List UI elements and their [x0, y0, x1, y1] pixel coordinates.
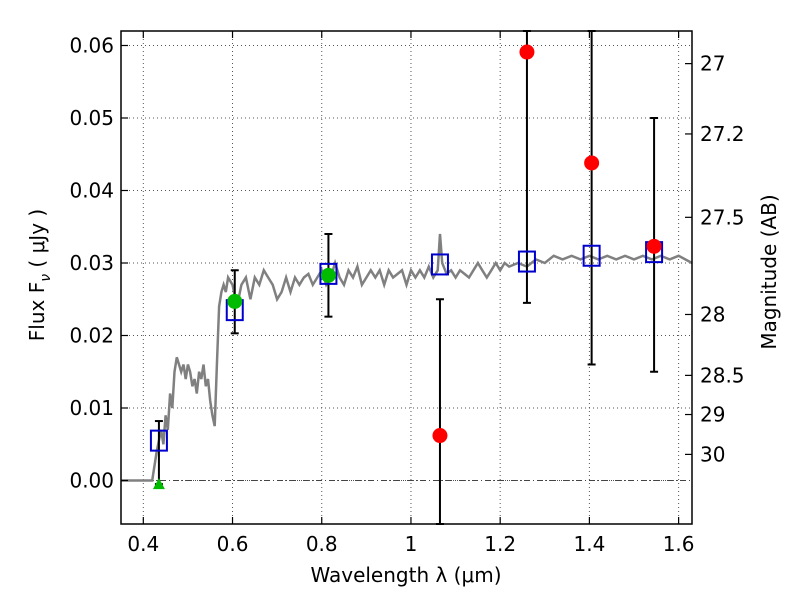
y-axis-label-main: Flux F	[25, 282, 49, 341]
upper-limit-triangle	[152, 478, 165, 490]
x-tick-label: 1.6	[663, 532, 695, 556]
x-axis-label: Wavelength λ (μm)	[310, 563, 501, 587]
model-photometry-square	[430, 253, 449, 276]
x-tick-label: 1.2	[484, 532, 516, 556]
grid	[121, 31, 692, 524]
x-tick-label: 0.8	[306, 532, 338, 556]
y2-tick-label: 28	[700, 302, 725, 326]
y2-tick-label: 30	[700, 442, 725, 466]
red-measurement-point	[584, 155, 600, 171]
y2-tick-label: 29	[700, 403, 725, 427]
y-tick-label: 0.05	[69, 106, 114, 130]
y-tick-label: 0.03	[69, 251, 114, 275]
axis-ticks	[121, 31, 692, 524]
x-tick-label: 0.4	[127, 532, 159, 556]
y-tick-labels: 0.00 0.01 0.02 0.03 0.04 0.05 0.06	[69, 34, 114, 493]
x-tick-label: 0.6	[217, 532, 249, 556]
y-tick-label: 0.01	[69, 396, 114, 420]
x-tick-labels: 0.4 0.6 0.8 1 1.2 1.4 1.6	[127, 532, 694, 556]
y-tick-label: 0.02	[69, 324, 114, 348]
x-tick-label: 1	[405, 532, 418, 556]
x-tick-label: 1.4	[573, 532, 605, 556]
y-tick-label: 0.06	[69, 34, 114, 58]
model-photometry-square	[149, 429, 168, 452]
green-detection-point	[320, 267, 336, 283]
y2-tick-label: 27.2	[700, 122, 745, 146]
red-measurement-point	[519, 44, 535, 60]
model-spectrum-line	[121, 233, 693, 482]
plot-frame	[120, 30, 693, 525]
error-bars	[154, 30, 659, 525]
red-measurement-point	[646, 238, 662, 254]
model-photometry-square	[319, 262, 338, 285]
y2-tick-label: 27	[700, 52, 725, 76]
y2-tick-labels: 27 27.2 27.5 28 28.5 29 30	[700, 52, 745, 467]
y2-tick-label: 28.5	[700, 363, 745, 387]
model-photometry-square	[582, 244, 601, 267]
y-axis-label-subscript: ν	[38, 274, 54, 282]
y-tick-label: 0.04	[69, 179, 114, 203]
y2-axis-label: Magnitude (AB)	[757, 194, 781, 349]
red-measurement-point	[432, 428, 448, 444]
y-axis-label-units: ( μJy )	[25, 209, 49, 274]
y2-tick-label: 27.5	[700, 205, 745, 229]
model-photometry-square	[517, 250, 536, 273]
green-detection-point	[227, 293, 243, 309]
markers	[149, 44, 664, 490]
y-axis-label: Flux Fν ( μJy )	[25, 209, 54, 341]
y-tick-label: 0.00	[69, 469, 114, 493]
